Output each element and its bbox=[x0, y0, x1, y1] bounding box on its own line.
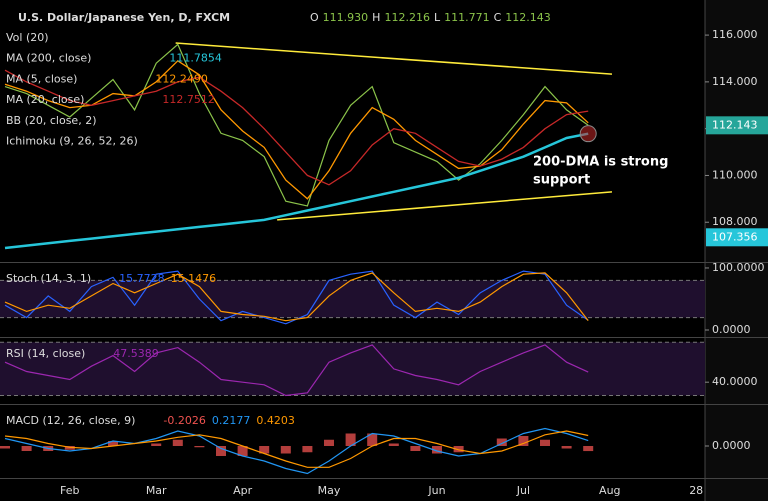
histogram-bar bbox=[259, 446, 270, 454]
histogram-bar bbox=[453, 446, 464, 453]
ohlc-label: H bbox=[372, 11, 380, 24]
histogram-bar bbox=[324, 439, 334, 446]
chart-title: U.S. Dollar/Japanese Yen, D, FXCM bbox=[18, 11, 230, 24]
histogram-bar bbox=[21, 446, 32, 451]
legend-entry: MA (200, close) bbox=[6, 52, 91, 65]
histogram-bar bbox=[216, 446, 226, 456]
panel-readout: 0.4203 bbox=[256, 414, 295, 427]
x-tick-label: Aug bbox=[599, 484, 620, 497]
indicator-line bbox=[4, 427, 589, 475]
legend-readout: 111.7854 bbox=[169, 52, 222, 65]
x-tick-label: Feb bbox=[60, 484, 79, 497]
histogram-bar bbox=[518, 436, 529, 446]
histogram-bar bbox=[108, 441, 118, 446]
price-axis-area bbox=[705, 0, 768, 501]
y-tick-label: 100.0000 bbox=[712, 261, 765, 274]
legend-entry: MA (20, close) bbox=[6, 93, 84, 106]
histogram-bar bbox=[0, 446, 10, 449]
legend-entry: MA (5, close) bbox=[6, 72, 77, 85]
legend-entry: Ichimoku (9, 26, 52, 26) bbox=[6, 135, 138, 148]
y-tick-label: 116.000 bbox=[712, 28, 758, 41]
band-fill bbox=[0, 280, 705, 318]
panel-readout: 47.5389 bbox=[113, 347, 159, 360]
histogram-bar bbox=[432, 446, 442, 454]
indicator-line bbox=[4, 430, 589, 468]
ohlc-label: C bbox=[494, 11, 502, 24]
histogram-bar bbox=[237, 446, 248, 456]
legend-readout: 112.2490 bbox=[155, 72, 208, 85]
histogram-bar bbox=[583, 446, 594, 452]
histogram-bar bbox=[367, 433, 378, 446]
panel-readout: 0.2177 bbox=[212, 414, 251, 427]
histogram-bar bbox=[280, 446, 291, 454]
histogram-bar bbox=[194, 446, 205, 448]
annotation: support bbox=[533, 173, 590, 188]
y-tick-label: 108.000 bbox=[712, 215, 758, 228]
price-badge bbox=[706, 228, 768, 247]
panel-readout: 15.7728 bbox=[119, 272, 165, 285]
price-line bbox=[4, 43, 589, 207]
y-tick-label: 0.0000 bbox=[712, 323, 751, 336]
histogram-bar bbox=[151, 443, 162, 446]
ohlc-label: L bbox=[434, 11, 441, 24]
x-tick-label: Apr bbox=[233, 484, 253, 497]
panel-legend: MACD (12, 26, close, 9) bbox=[6, 414, 135, 427]
ohlc-label: O bbox=[310, 11, 319, 24]
ohlc-value: 111.771 bbox=[444, 11, 490, 24]
price-badge-label: 107.356 bbox=[712, 230, 758, 243]
x-tick-label: Jul bbox=[516, 484, 530, 497]
ohlc-value: 112.143 bbox=[505, 11, 551, 24]
panel-legend: RSI (14, close) bbox=[6, 347, 85, 360]
x-tick-label: 28 bbox=[689, 484, 703, 497]
price-badge bbox=[706, 116, 768, 135]
x-tick-label: Mar bbox=[146, 484, 167, 497]
legend-entry: BB (20, close, 2) bbox=[6, 114, 97, 127]
histogram-bar bbox=[410, 446, 421, 451]
x-tick-label: Jun bbox=[427, 484, 445, 497]
trendline bbox=[175, 42, 613, 75]
y-tick-label: 110.000 bbox=[712, 168, 758, 181]
histogram-bar bbox=[302, 446, 313, 453]
legend-readout: 112.7512 bbox=[162, 93, 215, 106]
histogram-bar bbox=[345, 433, 356, 446]
ohlc-value: 112.216 bbox=[384, 11, 430, 24]
ohlc-value: 111.930 bbox=[323, 11, 369, 24]
histogram-bar bbox=[388, 443, 399, 446]
highlight-marker bbox=[579, 125, 597, 143]
panel-readout: 15.1476 bbox=[171, 272, 217, 285]
y-tick-label: 114.000 bbox=[712, 75, 758, 88]
panel-readout: -0.2026 bbox=[163, 414, 205, 427]
x-tick-label: May bbox=[318, 484, 341, 497]
panel-legend: Stoch (14, 3, 1) bbox=[6, 272, 91, 285]
histogram-bar bbox=[540, 439, 550, 446]
price-badge-label: 112.143 bbox=[712, 118, 758, 131]
band-fill bbox=[0, 342, 705, 396]
moving-average bbox=[4, 132, 589, 250]
histogram-bar bbox=[496, 438, 507, 446]
y-tick-label: 40.0000 bbox=[712, 375, 758, 388]
trendline bbox=[277, 191, 613, 221]
y-tick-label: 0.0000 bbox=[712, 439, 751, 452]
legend-entry: Vol (20) bbox=[6, 31, 49, 44]
histogram-bar bbox=[172, 439, 183, 446]
moving-average bbox=[4, 69, 589, 186]
indicator-line bbox=[4, 344, 589, 397]
indicator-line bbox=[4, 272, 589, 322]
moving-average bbox=[4, 59, 589, 200]
annotation: 200-DMA is strong bbox=[533, 155, 668, 170]
histogram-bar bbox=[561, 446, 572, 449]
